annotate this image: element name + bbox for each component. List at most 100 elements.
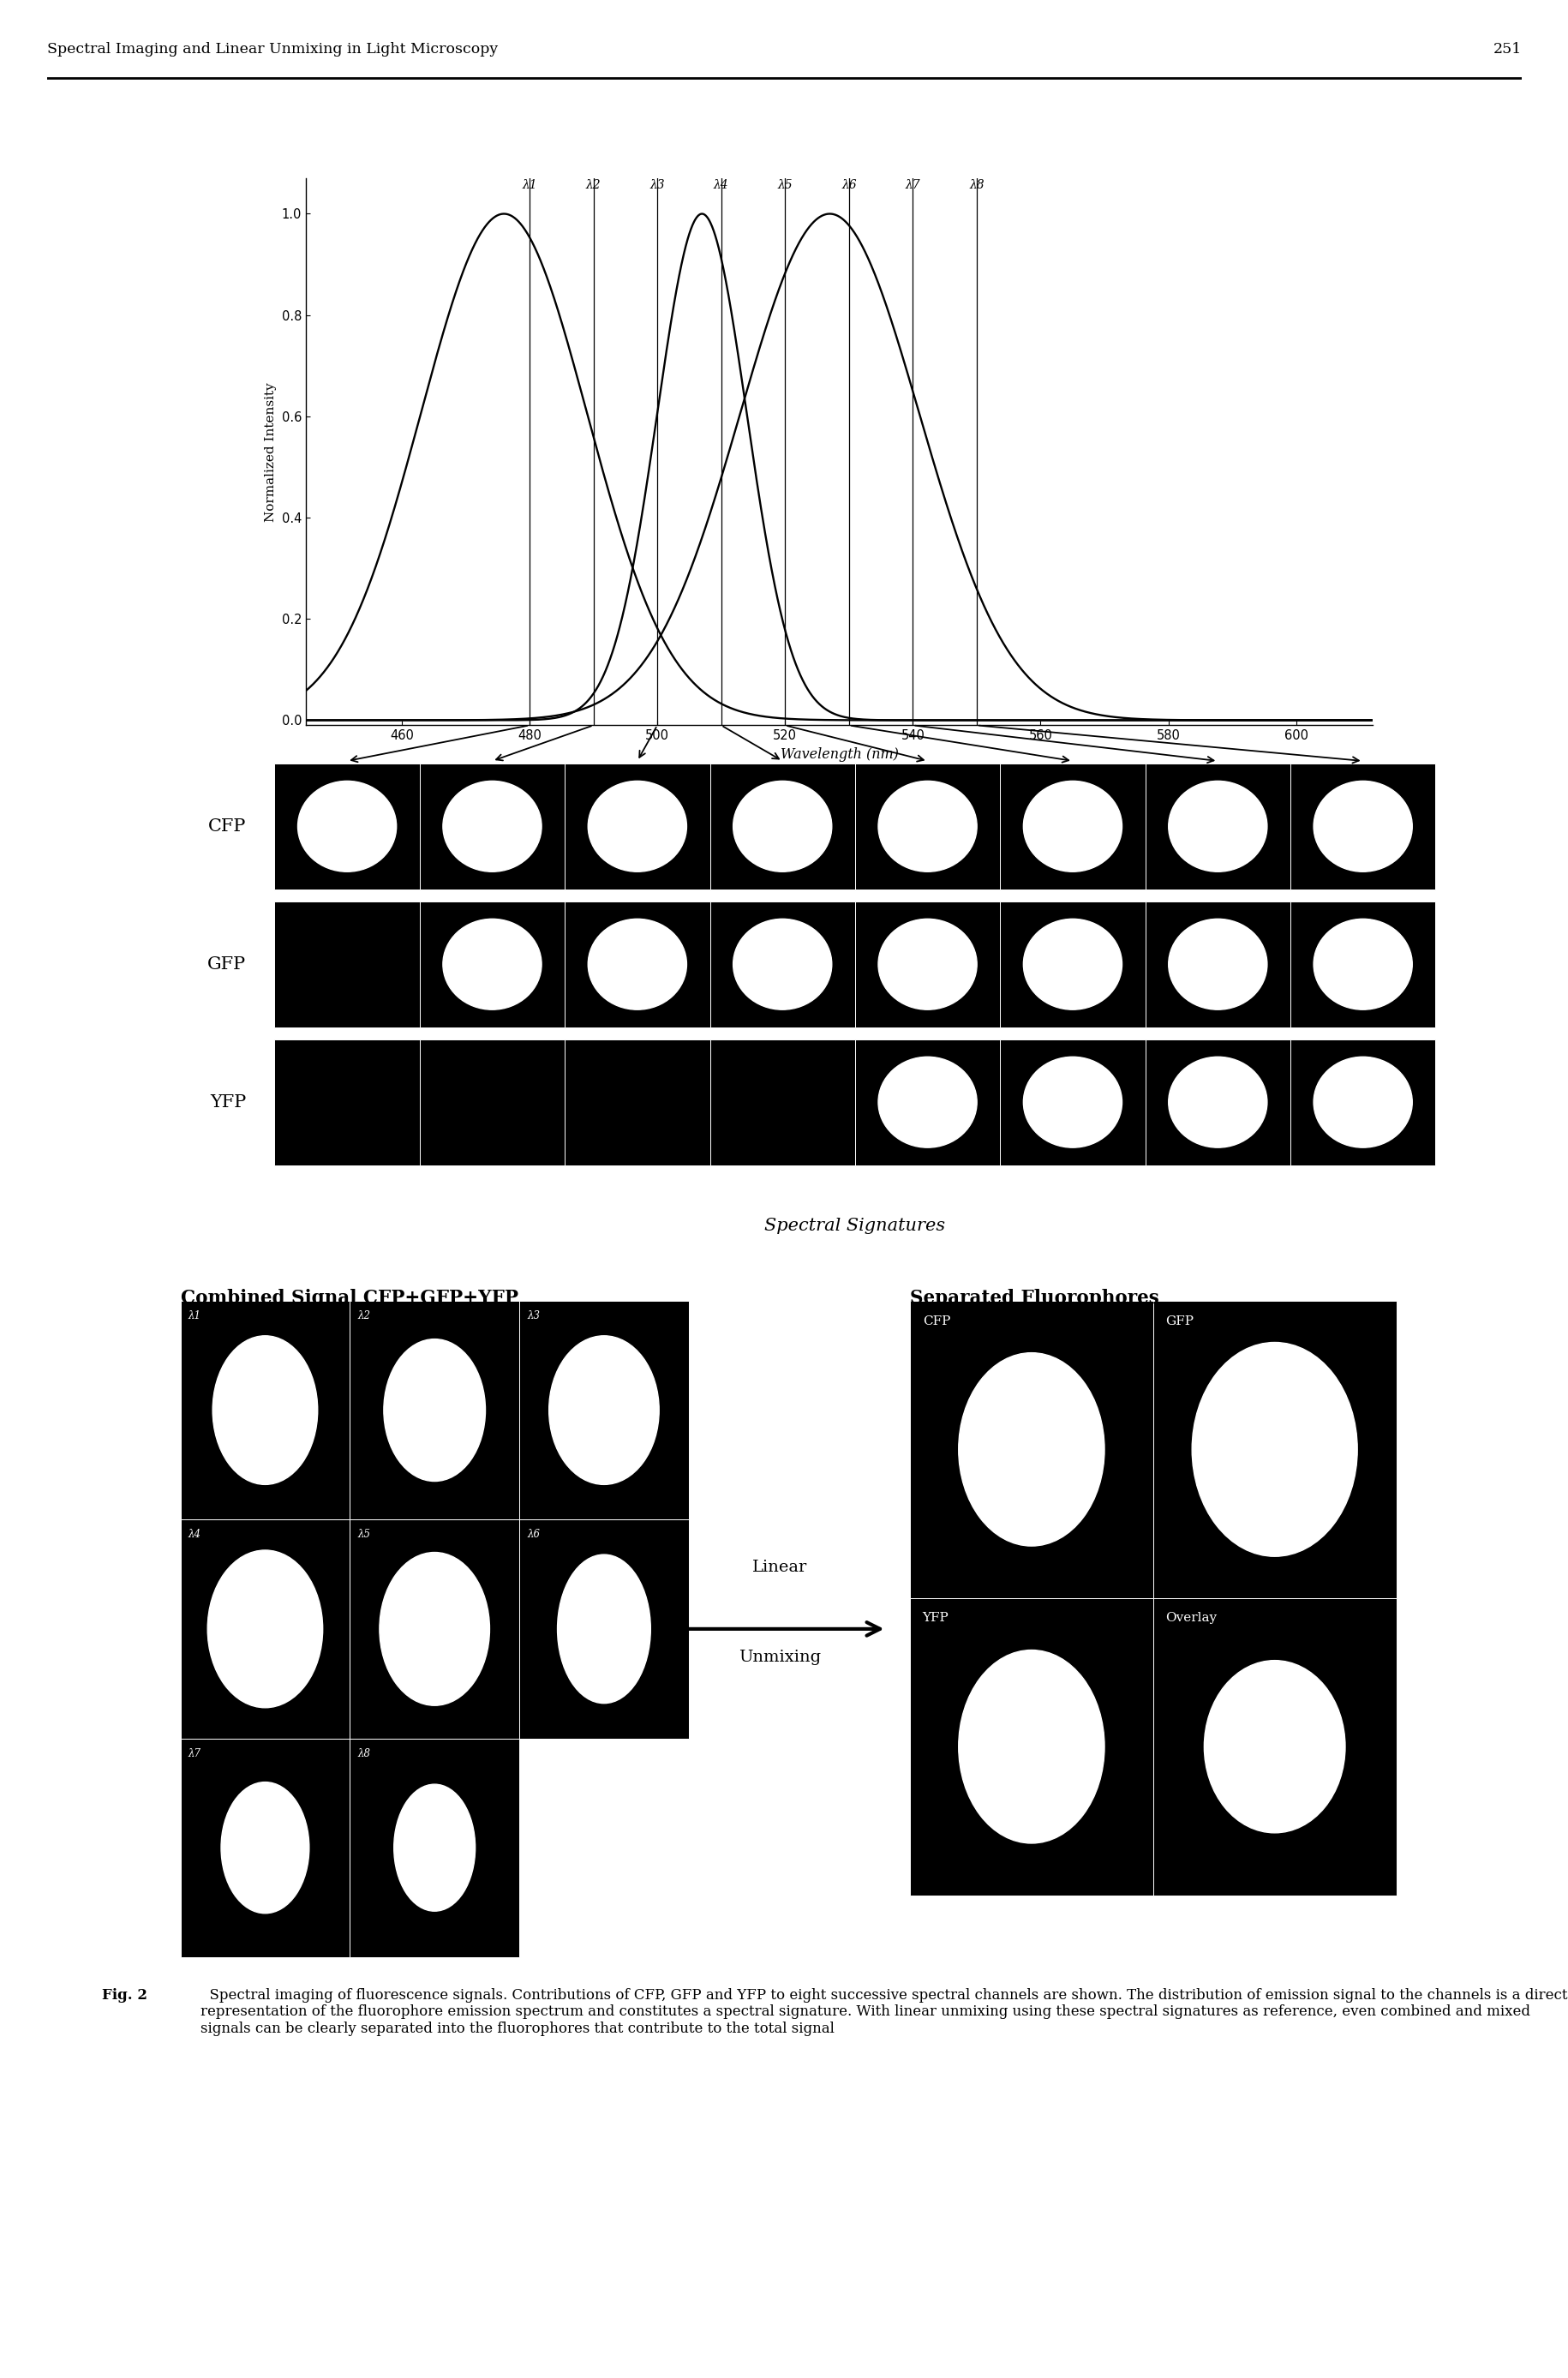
Ellipse shape xyxy=(1192,1341,1356,1558)
Text: λ4: λ4 xyxy=(188,1529,201,1541)
Ellipse shape xyxy=(442,780,541,873)
Text: CFP: CFP xyxy=(209,818,246,835)
Ellipse shape xyxy=(732,918,831,1011)
Ellipse shape xyxy=(1312,918,1411,1011)
Ellipse shape xyxy=(1168,1056,1267,1149)
Bar xyxy=(274,901,419,1027)
Text: λ4: λ4 xyxy=(713,178,728,190)
Bar xyxy=(274,1039,419,1165)
Bar xyxy=(180,1520,350,1738)
Bar xyxy=(1145,763,1289,889)
Bar xyxy=(519,1520,688,1738)
Text: Spectral Imaging and Linear Unmixing in Light Microscopy: Spectral Imaging and Linear Unmixing in … xyxy=(47,43,497,57)
Bar xyxy=(1289,901,1435,1027)
Bar xyxy=(350,1738,519,1957)
Ellipse shape xyxy=(549,1336,659,1484)
Bar xyxy=(1152,1301,1396,1598)
Text: 251: 251 xyxy=(1493,43,1521,57)
Text: GFP: GFP xyxy=(207,956,246,973)
Ellipse shape xyxy=(207,1550,323,1707)
Bar xyxy=(419,763,564,889)
Text: λ3: λ3 xyxy=(649,178,665,190)
Ellipse shape xyxy=(1204,1660,1344,1833)
Text: λ5: λ5 xyxy=(358,1529,370,1541)
Text: λ8: λ8 xyxy=(969,178,983,190)
Ellipse shape xyxy=(878,1056,977,1149)
Bar xyxy=(419,1039,564,1165)
Text: Spectral imaging of fluorescence signals. Contributions of CFP, GFP and YFP to e: Spectral imaging of fluorescence signals… xyxy=(201,1988,1566,2036)
Text: λ8: λ8 xyxy=(358,1748,370,1760)
Ellipse shape xyxy=(1312,780,1411,873)
Ellipse shape xyxy=(732,780,831,873)
Ellipse shape xyxy=(958,1353,1104,1546)
Bar xyxy=(519,1301,688,1520)
Text: λ7: λ7 xyxy=(905,178,920,190)
Ellipse shape xyxy=(213,1336,317,1484)
Text: CFP: CFP xyxy=(922,1315,950,1327)
Bar xyxy=(1000,763,1145,889)
Bar xyxy=(1289,1039,1435,1165)
Ellipse shape xyxy=(588,918,687,1011)
Ellipse shape xyxy=(1022,780,1121,873)
Text: GFP: GFP xyxy=(1165,1315,1193,1327)
Text: λ6: λ6 xyxy=(840,178,856,190)
Y-axis label: Normalized Intensity: Normalized Intensity xyxy=(265,383,276,521)
Bar xyxy=(709,901,855,1027)
Bar xyxy=(1145,1039,1289,1165)
Bar xyxy=(1152,1598,1396,1895)
Ellipse shape xyxy=(1022,1056,1121,1149)
Bar xyxy=(1000,1039,1145,1165)
Text: λ1: λ1 xyxy=(188,1310,201,1322)
Text: Unmixing: Unmixing xyxy=(739,1650,820,1665)
Bar xyxy=(709,1039,855,1165)
Ellipse shape xyxy=(958,1650,1104,1843)
Bar xyxy=(564,1039,709,1165)
Ellipse shape xyxy=(878,918,977,1011)
Ellipse shape xyxy=(221,1781,309,1914)
Ellipse shape xyxy=(1168,918,1267,1011)
Bar xyxy=(350,1301,519,1520)
Bar xyxy=(909,1598,1152,1895)
Bar xyxy=(419,901,564,1027)
Text: Fig. 2: Fig. 2 xyxy=(102,1988,147,2002)
Text: Separated Fluorophores: Separated Fluorophores xyxy=(909,1289,1159,1308)
Ellipse shape xyxy=(384,1339,485,1481)
Ellipse shape xyxy=(1168,780,1267,873)
Bar xyxy=(274,763,419,889)
Text: Spectral Signatures: Spectral Signatures xyxy=(764,1218,946,1234)
Bar xyxy=(564,901,709,1027)
Ellipse shape xyxy=(442,918,541,1011)
Text: λ1: λ1 xyxy=(522,178,536,190)
Text: λ7: λ7 xyxy=(188,1748,201,1760)
Bar xyxy=(564,763,709,889)
Ellipse shape xyxy=(557,1555,651,1703)
Bar xyxy=(855,1039,1000,1165)
Bar xyxy=(180,1301,350,1520)
X-axis label: Wavelength (nm): Wavelength (nm) xyxy=(779,747,898,761)
Text: λ6: λ6 xyxy=(527,1529,539,1541)
Ellipse shape xyxy=(298,780,397,873)
Ellipse shape xyxy=(394,1784,475,1912)
Text: Linear: Linear xyxy=(751,1560,808,1574)
Ellipse shape xyxy=(1312,1056,1411,1149)
Bar xyxy=(180,1738,350,1957)
Bar xyxy=(1289,763,1435,889)
Text: λ5: λ5 xyxy=(778,178,792,190)
Text: λ2: λ2 xyxy=(585,178,601,190)
Text: λ3: λ3 xyxy=(527,1310,539,1322)
Text: Overlay: Overlay xyxy=(1165,1612,1217,1624)
Bar xyxy=(350,1520,519,1738)
Bar xyxy=(909,1301,1152,1598)
Ellipse shape xyxy=(379,1553,489,1705)
Text: YFP: YFP xyxy=(210,1094,246,1111)
Bar xyxy=(855,901,1000,1027)
Text: YFP: YFP xyxy=(922,1612,949,1624)
Ellipse shape xyxy=(1022,918,1121,1011)
Ellipse shape xyxy=(588,780,687,873)
Ellipse shape xyxy=(878,780,977,873)
Bar xyxy=(1000,901,1145,1027)
Text: λ2: λ2 xyxy=(358,1310,370,1322)
Bar xyxy=(855,763,1000,889)
Bar xyxy=(709,763,855,889)
Text: Combined Signal CFP+GFP+YFP: Combined Signal CFP+GFP+YFP xyxy=(180,1289,517,1308)
